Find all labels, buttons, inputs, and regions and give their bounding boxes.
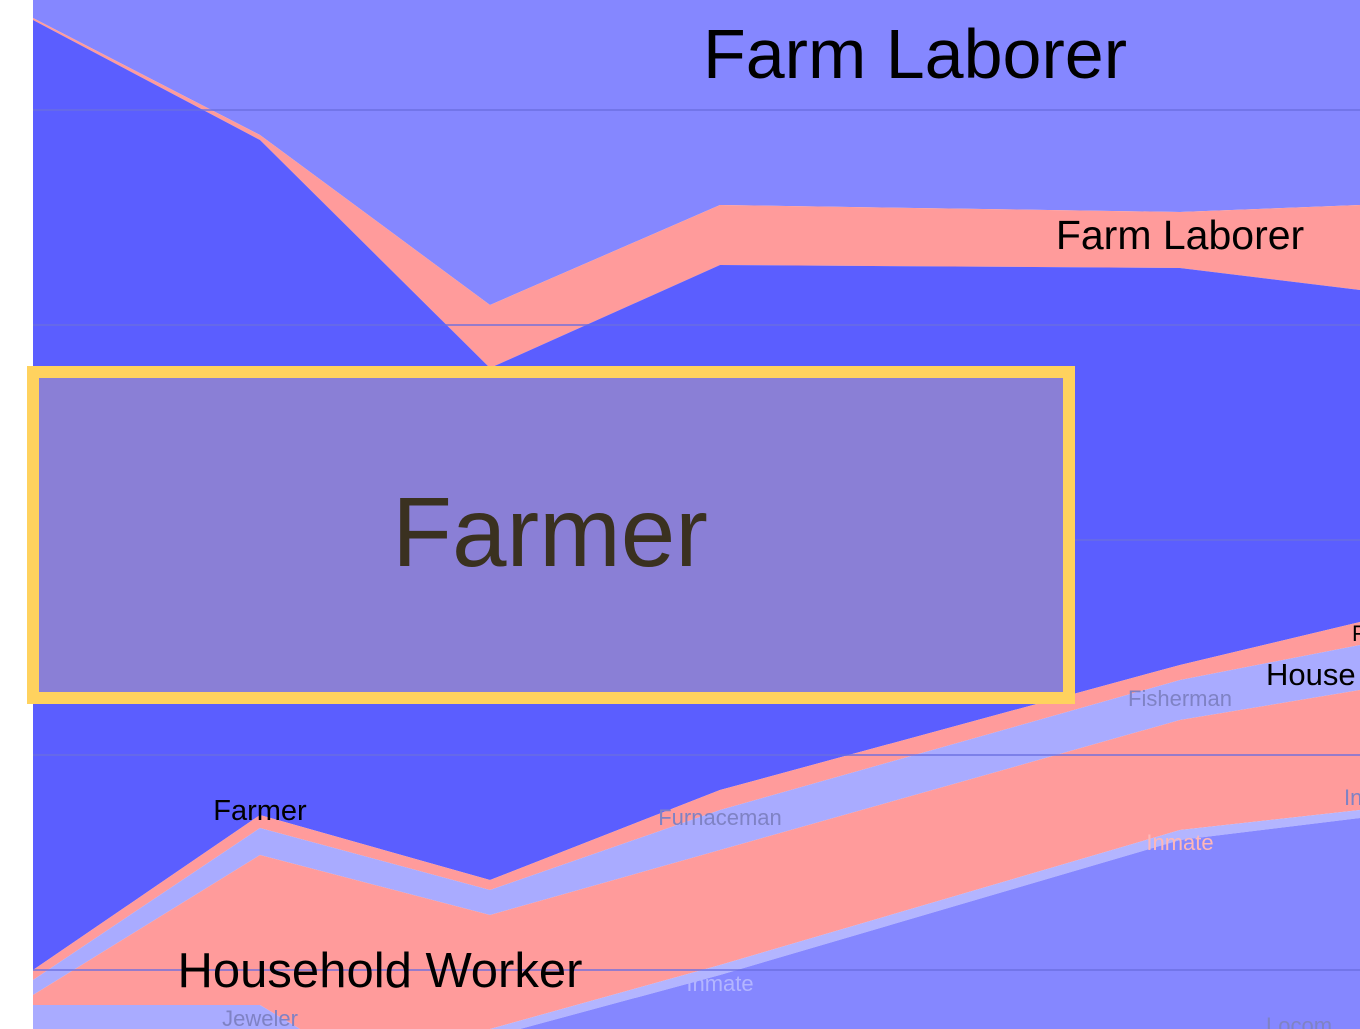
label-locom-clipped[interactable]: Locom	[1266, 1013, 1332, 1029]
label-farm-laborer-female[interactable]: Farm Laborer	[1056, 212, 1304, 258]
label-furnaceman[interactable]: Furnaceman	[658, 805, 782, 830]
label-farmer-female[interactable]: Farmer	[213, 795, 307, 827]
label-fisherman[interactable]: Fisherman	[1128, 686, 1232, 711]
label-f-clipped[interactable]: F	[1352, 621, 1360, 646]
band-bottom-male[interactable]	[520, 818, 1360, 1029]
label-inmate-male[interactable]: Inmate	[686, 971, 753, 996]
band-farm-laborer-male[interactable]	[33, 0, 1360, 305]
band-farmer-female[interactable]	[33, 622, 1360, 980]
label-farmer-highlight[interactable]: Farmer	[392, 477, 708, 587]
label-household-clipped[interactable]: House	[1266, 657, 1356, 692]
band-jeweler[interactable]	[33, 1005, 300, 1029]
label-household-worker[interactable]: Household Worker	[178, 944, 583, 998]
label-jeweler[interactable]: Jeweler	[222, 1006, 298, 1029]
band-inmate[interactable]	[490, 810, 1360, 1029]
label-inmate-female[interactable]: Inmate	[1146, 830, 1213, 855]
label-farm-laborer-male[interactable]: Farm Laborer	[703, 15, 1127, 93]
highlight-box[interactable]	[27, 366, 1075, 704]
label-in-clipped[interactable]: In	[1344, 785, 1360, 810]
band-household-worker[interactable]	[33, 690, 1360, 1029]
band-minor-male-occupations[interactable]	[33, 645, 1360, 995]
